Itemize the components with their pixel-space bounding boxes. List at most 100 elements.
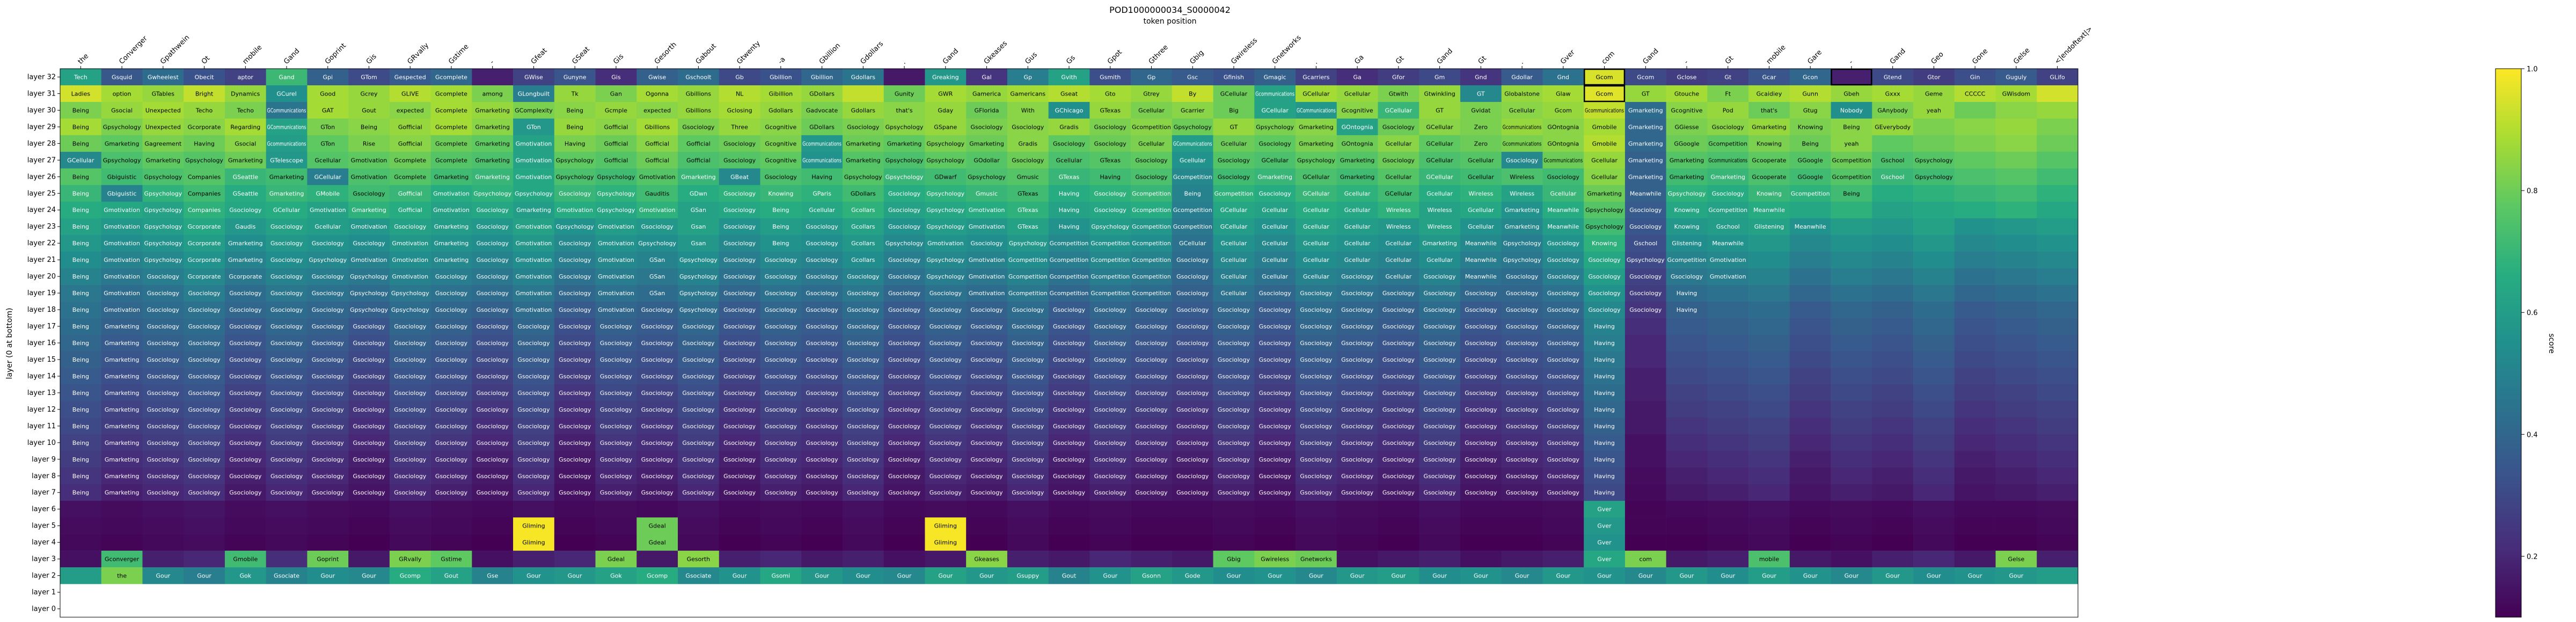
- heatmap-cell: [1913, 168, 1955, 186]
- x-tick-label: Gand: [1642, 47, 1660, 66]
- heatmap-cell: [389, 118, 431, 136]
- cell-label: Gour: [526, 573, 541, 580]
- cell-label: Gsociology: [930, 323, 962, 330]
- heatmap-cell: [678, 567, 720, 584]
- cell-label: Gsociology: [600, 440, 633, 447]
- cell-label: Gsociology: [1341, 440, 1374, 447]
- x-tick-label: GRvally: [406, 41, 430, 66]
- heatmap-cell: [1501, 251, 1543, 268]
- heatmap-cell: [1254, 284, 1296, 302]
- cell-label: Gmarketing: [105, 456, 140, 463]
- heatmap-cell: [883, 284, 925, 302]
- heatmap-cell: [184, 501, 225, 518]
- heatmap-cell: [1666, 151, 1708, 169]
- heatmap-cell: [513, 451, 555, 468]
- cell-label: Gmarketing: [434, 257, 469, 264]
- heatmap-cell: [1378, 334, 1419, 352]
- cell-label: Gsociology: [723, 273, 756, 280]
- heatmap-cell: [60, 451, 102, 468]
- heatmap-cell: [1584, 351, 1626, 368]
- heatmap-cell: [1172, 268, 1213, 285]
- heatmap-cell: [101, 334, 143, 352]
- heatmap-cell: [1336, 567, 1378, 584]
- heatmap-cell: [1789, 268, 1831, 285]
- cell-label: Gcompetition: [1091, 257, 1130, 264]
- heatmap-cell: [1419, 85, 1461, 103]
- cell-label: Gsociology: [1506, 340, 1539, 347]
- heatmap-cell: [307, 69, 349, 86]
- cell-label: Gsociology: [1135, 489, 1168, 496]
- cell-label: among: [482, 90, 503, 97]
- heatmap-cell: [1831, 168, 1872, 186]
- cell-label: Gsociology: [1176, 306, 1209, 313]
- heatmap-cell: [1378, 218, 1419, 235]
- cell-label: Gsociology: [1465, 290, 1497, 297]
- heatmap-cell: [1419, 384, 1461, 401]
- heatmap-cell: [142, 201, 184, 219]
- heatmap-cell: [1048, 334, 1090, 352]
- heatmap-cell: [1419, 501, 1461, 518]
- heatmap-cell: [1789, 318, 1831, 335]
- cell-label: Gsociology: [1629, 207, 1662, 214]
- cell-label: Gsociology: [1094, 406, 1127, 413]
- chart-title: POD1000000034_S0000042: [1109, 5, 1231, 16]
- heatmap-cell: [184, 101, 225, 119]
- heatmap-cell: [101, 135, 143, 152]
- heatmap-cell: [1872, 334, 1914, 352]
- cell-label: Gsociology: [1547, 406, 1580, 413]
- heatmap-cell: [1048, 318, 1090, 335]
- heatmap-cell: [2037, 185, 2079, 202]
- y-tick-label: layer 3: [32, 555, 56, 564]
- heatmap-cell: [389, 251, 431, 268]
- cell-label: Gsuppy: [1016, 573, 1039, 580]
- heatmap-cell: [678, 268, 720, 285]
- heatmap-cell: [554, 567, 596, 584]
- cell-label: Gmotivation: [516, 140, 552, 147]
- heatmap-cell: [1336, 218, 1378, 235]
- heatmap-cell: [1666, 301, 1708, 318]
- heatmap-cell: [101, 118, 143, 136]
- heatmap-cell: [1213, 151, 1255, 169]
- cell-label: Gsociology: [1259, 290, 1292, 297]
- cell-label: Being: [72, 107, 89, 114]
- cell-label: Gsociology: [600, 323, 633, 330]
- heatmap-cell: [1089, 101, 1131, 119]
- cell-label: Gsociology: [847, 489, 880, 496]
- heatmap-cell: [1748, 318, 1790, 335]
- heatmap-cell: [1666, 467, 1708, 485]
- cell-label: Gsociology: [353, 340, 385, 347]
- cell-label: Gcarrier: [1181, 107, 1205, 114]
- heatmap-cell: [1624, 434, 1666, 451]
- cell-label: Gsociology: [1094, 489, 1127, 496]
- cell-label: Gsociology: [1012, 440, 1044, 447]
- heatmap-cell: [513, 384, 555, 401]
- heatmap-cell: [1831, 351, 1872, 368]
- cell-label: Being: [1802, 140, 1819, 147]
- cell-label: Gsociology: [723, 423, 756, 430]
- heatmap-cell: [101, 384, 143, 401]
- cell-label: Gsociology: [477, 306, 509, 313]
- heatmap-cell: [1624, 501, 1666, 518]
- heatmap-cell: [184, 451, 225, 468]
- cell-label: Gsociology: [1012, 473, 1044, 480]
- heatmap-cell: [1542, 201, 1584, 219]
- cell-label: Gsociology: [1012, 356, 1044, 363]
- heatmap-cell: [1707, 484, 1749, 501]
- heatmap-cell: [1378, 567, 1419, 584]
- cell-label: Gsociology: [559, 423, 591, 430]
- cell-label: Gm: [1435, 74, 1445, 81]
- cell-label: Gcrey: [360, 90, 378, 97]
- cell-label: Gsociology: [1053, 489, 1086, 496]
- heatmap-cell: [1501, 185, 1543, 202]
- cell-label: Knowing: [1592, 240, 1617, 247]
- cell-label: Gsociology: [1012, 489, 1044, 496]
- heatmap-cell: [1995, 567, 2037, 584]
- colorbar-label: score: [2547, 333, 2556, 354]
- heatmap-cell: [1707, 418, 1749, 435]
- cell-label: Gsociology: [312, 273, 345, 280]
- heatmap-cell: [513, 85, 555, 103]
- cell-label: Gsociology: [1465, 340, 1497, 347]
- heatmap-cell: [1460, 368, 1502, 385]
- cell-label: Gsociology: [270, 290, 303, 297]
- heatmap-cell: [1460, 118, 1502, 136]
